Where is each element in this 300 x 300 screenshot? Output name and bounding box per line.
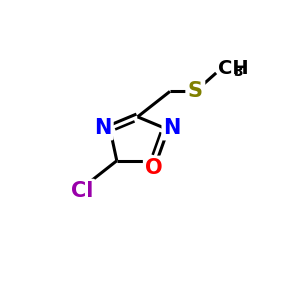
Text: O: O [145, 158, 163, 178]
Text: CH: CH [218, 59, 249, 78]
Text: S: S [188, 81, 203, 101]
Text: N: N [164, 118, 181, 138]
Text: O: O [145, 158, 163, 178]
Text: N: N [94, 118, 112, 138]
Text: S: S [188, 81, 203, 101]
Text: Cl: Cl [71, 181, 93, 201]
Text: Cl: Cl [71, 181, 93, 201]
Text: N: N [94, 118, 112, 138]
Text: N: N [164, 118, 181, 138]
Text: 3: 3 [233, 65, 242, 80]
